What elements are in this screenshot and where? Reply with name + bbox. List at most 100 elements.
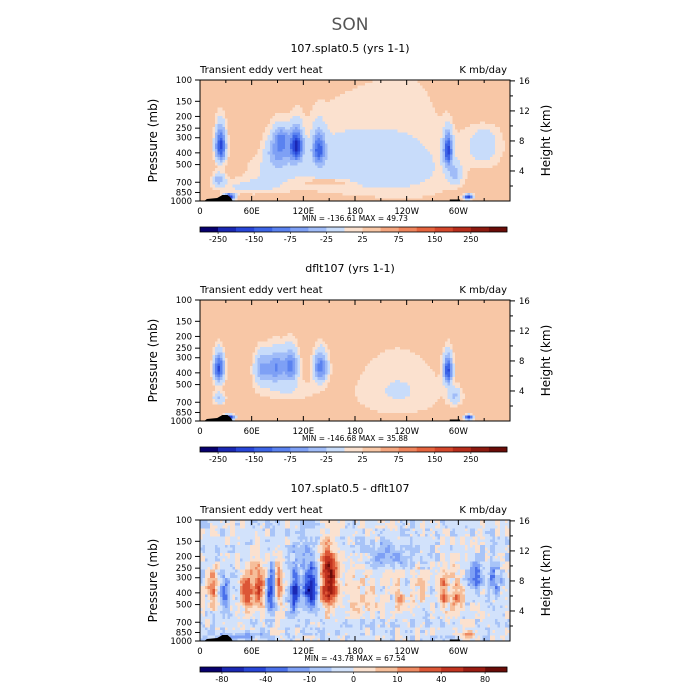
field-cell [395, 152, 398, 155]
field-cell [440, 130, 443, 133]
field-cell [428, 130, 431, 133]
field-cell [218, 108, 221, 111]
field-cell [213, 121, 216, 124]
field-cell [370, 174, 373, 177]
field-cell [370, 135, 373, 138]
field-cell [225, 174, 228, 177]
field-cell [443, 174, 446, 177]
field-cell [500, 174, 503, 177]
field-cell [383, 135, 386, 138]
field-cell [423, 179, 426, 182]
field-cell [303, 86, 306, 89]
field-cell [260, 130, 263, 133]
field-cell [483, 176, 486, 179]
field-cell [445, 154, 448, 157]
field-cell [270, 119, 273, 122]
field-cell [235, 88, 238, 91]
field-cell [475, 146, 478, 149]
field-cell [433, 163, 436, 166]
field-cell [475, 185, 478, 188]
field-cell [298, 168, 301, 171]
field-cell [485, 185, 488, 188]
field-cell [415, 176, 418, 179]
field-cell [335, 102, 338, 105]
field-cell [308, 152, 311, 155]
field-cell [363, 116, 366, 119]
field-cell [463, 152, 466, 155]
field-cell [293, 94, 296, 97]
field-cell [333, 127, 336, 130]
field-cell [235, 187, 238, 190]
field-cell [375, 182, 378, 185]
field-cell [388, 157, 391, 160]
field-cell [275, 132, 278, 135]
field-cell [418, 185, 421, 188]
field-cell [460, 130, 463, 133]
field-cell [218, 110, 221, 113]
field-cell [450, 119, 453, 122]
field-cell [268, 94, 271, 97]
field-cell [223, 163, 226, 166]
field-cell [255, 97, 258, 100]
field-cell [268, 124, 271, 127]
field-cell [373, 185, 376, 188]
field-cell [495, 91, 498, 94]
field-cell [478, 113, 481, 116]
field-cell [300, 185, 303, 188]
field-cell [358, 121, 361, 124]
field-cell [320, 124, 323, 127]
field-cell [378, 105, 381, 108]
field-cell [343, 86, 346, 89]
field-cell [245, 130, 248, 133]
field-cell [433, 160, 436, 163]
field-cell [348, 138, 351, 141]
field-cell [280, 116, 283, 119]
field-cell [408, 105, 411, 108]
field-cell [358, 102, 361, 105]
field-cell [353, 127, 356, 130]
field-cell [285, 179, 288, 182]
field-cell [278, 154, 281, 157]
field-cell [450, 102, 453, 105]
field-cell [343, 135, 346, 138]
field-cell [315, 146, 318, 149]
field-cell [370, 88, 373, 91]
field-cell [265, 163, 268, 166]
field-cell [323, 94, 326, 97]
field-cell [463, 110, 466, 113]
field-cell [453, 143, 456, 146]
field-cell [335, 130, 338, 133]
field-cell [395, 94, 398, 97]
field-cell [363, 138, 366, 141]
field-cell [208, 138, 211, 141]
field-cell [408, 97, 411, 100]
field-cell [443, 86, 446, 89]
field-cell [365, 97, 368, 100]
field-cell [405, 182, 408, 185]
field-cell [360, 157, 363, 160]
field-cell [340, 88, 343, 91]
field-cell [210, 88, 213, 91]
field-cell [385, 143, 388, 146]
field-cell [275, 127, 278, 130]
field-cell [493, 99, 496, 102]
field-cell [208, 91, 211, 94]
field-cell [483, 130, 486, 133]
field-cell [425, 152, 428, 155]
field-cell [495, 88, 498, 91]
field-cell [295, 143, 298, 146]
field-cell [500, 182, 503, 185]
field-cell [265, 157, 268, 160]
field-cell [495, 174, 498, 177]
field-cell [335, 152, 338, 155]
field-cell [388, 176, 391, 179]
field-cell [485, 152, 488, 155]
field-cell [348, 116, 351, 119]
field-cell [473, 99, 476, 102]
field-cell [208, 102, 211, 105]
field-cell [498, 163, 501, 166]
field-cell [213, 163, 216, 166]
field-cell [258, 94, 261, 97]
field-cell [265, 152, 268, 155]
field-cell [473, 179, 476, 182]
